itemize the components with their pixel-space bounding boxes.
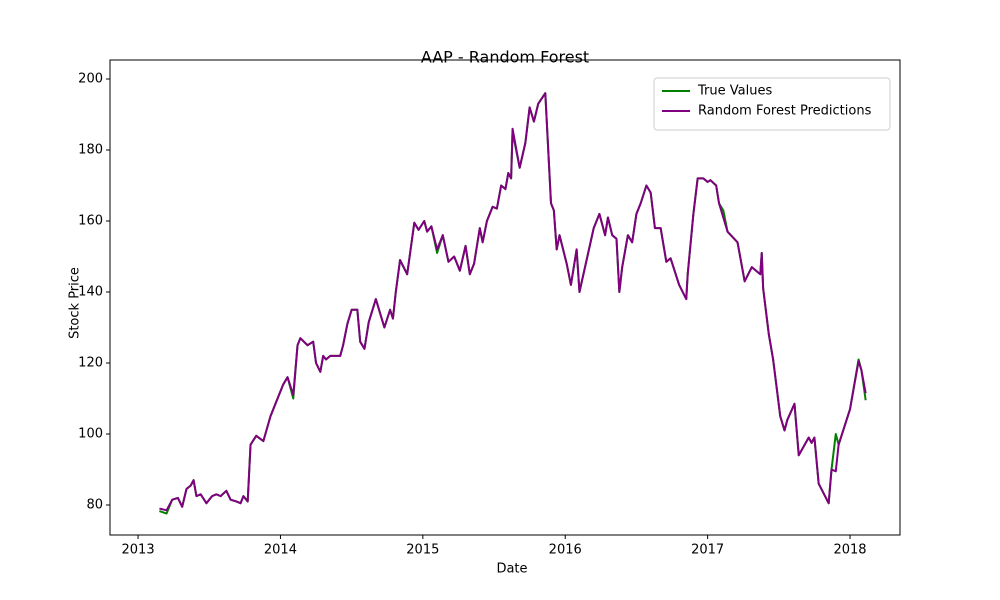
y-tick-label: 140: [78, 284, 103, 299]
x-axis-label: Date: [496, 562, 527, 577]
data-line: [159, 92, 867, 512]
legend-label: True Values: [697, 84, 772, 99]
x-tick-label: 2014: [264, 543, 297, 558]
x-tick-label: 2017: [691, 543, 724, 558]
y-tick-label: 160: [78, 213, 103, 228]
y-tick-label: 120: [78, 355, 103, 370]
legend-box: [653, 77, 891, 131]
x-tick-label: 2013: [122, 543, 155, 558]
x-tick-label: 2018: [833, 543, 866, 558]
plot-frame: [109, 59, 901, 536]
legend: True Values Random Forest Predictions: [653, 77, 891, 131]
legend-label: Random Forest Predictions: [698, 104, 872, 119]
y-tick-label: 200: [78, 71, 103, 86]
x-tick-label: 2015: [406, 543, 439, 558]
y-tick-label: 80: [86, 498, 103, 513]
y-tick-label: 180: [78, 142, 103, 157]
y-tick-label: 100: [78, 427, 103, 442]
chart-title: AAP - Random Forest: [421, 48, 589, 67]
x-tick-label: 2016: [549, 543, 582, 558]
y-axis-label: Stock Price: [68, 267, 83, 339]
